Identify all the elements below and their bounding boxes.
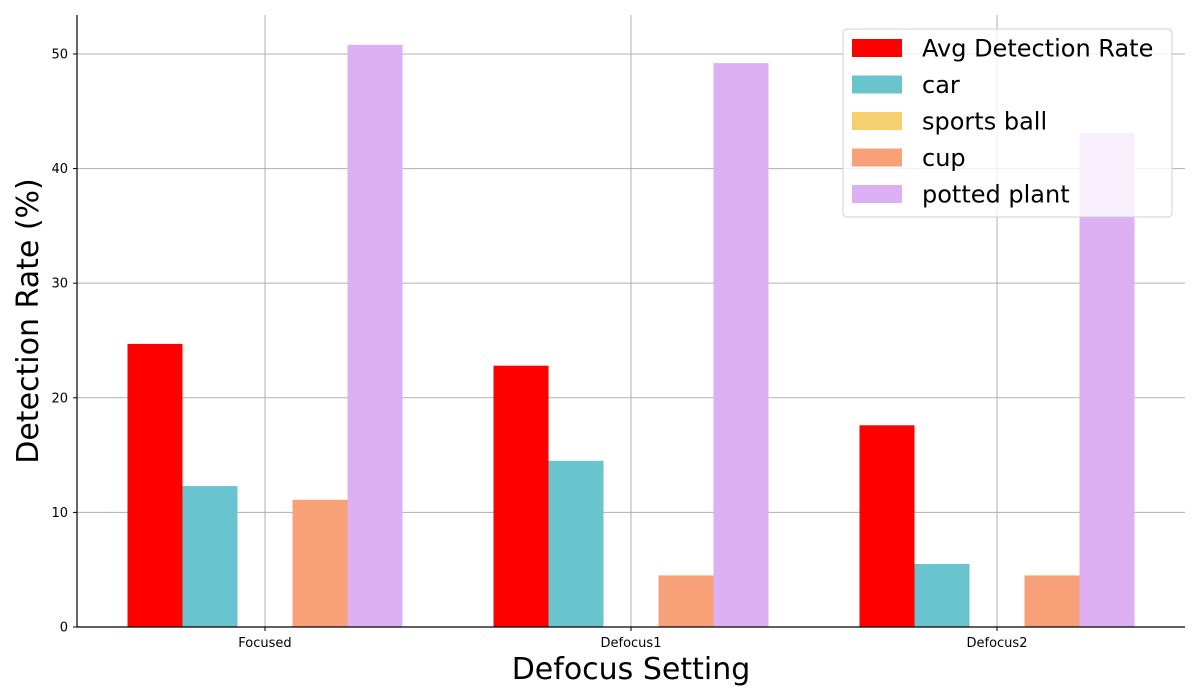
bars: [127, 44, 1135, 628]
bar-cup-defocus1: [658, 575, 714, 627]
x-tick-label: Defocus1: [601, 636, 662, 651]
legend-label: potted plant: [922, 181, 1070, 209]
bar-cup-defocus2: [1024, 575, 1080, 627]
y-tick-label: 50: [51, 47, 68, 62]
legend-box: [842, 28, 1173, 218]
y-tick-label: 30: [51, 277, 68, 292]
legend-label: Avg Detection Rate: [922, 35, 1153, 63]
x-tick-label: Defocus2: [967, 636, 1028, 651]
x-axis-title: Defocus Setting: [512, 652, 751, 687]
ticks: 0 10 20 30 40 50 Focused Defocus1 Defocus2: [51, 47, 1027, 651]
bar-avg-detection-rate-focused: [127, 343, 183, 627]
bar-potted-plant-focused: [347, 44, 403, 628]
bar-car-focused: [182, 486, 238, 627]
legend-swatch: [852, 148, 902, 167]
y-tick-label: 20: [51, 391, 68, 406]
bar-car-defocus1: [548, 460, 604, 627]
legend-label: sports ball: [922, 108, 1047, 136]
y-tick-label: 10: [51, 506, 68, 521]
bar-potted-plant-defocus1: [713, 63, 769, 628]
bar-avg-detection-rate-defocus1: [493, 365, 549, 627]
legend: Avg Detection Rate car sports ball cup potte…: [842, 28, 1173, 218]
x-tick-label: Focused: [238, 636, 291, 651]
grid: [77, 15, 1185, 628]
legend-swatch: [852, 75, 902, 94]
legend-label: car: [922, 71, 960, 99]
y-tick-label: 40: [51, 162, 68, 177]
legend-swatch: [852, 112, 902, 130]
legend-swatch: [852, 39, 902, 57]
legend-swatch: [852, 185, 902, 203]
y-tick-label: 0: [60, 621, 68, 636]
bar-cup-focused: [292, 499, 348, 627]
legend-label: cup: [922, 144, 966, 172]
y-axis-title: Detection Rate (%): [11, 178, 46, 464]
bar-avg-detection-rate-defocus2: [859, 425, 915, 627]
bar-car-defocus2: [914, 563, 970, 627]
